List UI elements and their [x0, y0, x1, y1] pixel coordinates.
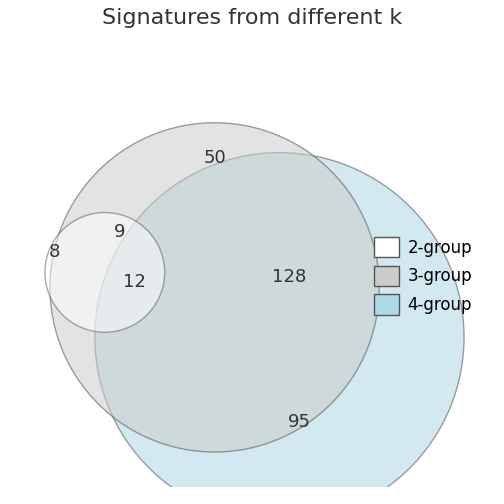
Text: 50: 50: [203, 149, 226, 167]
Text: 128: 128: [272, 269, 306, 286]
Text: 9: 9: [114, 223, 125, 241]
Circle shape: [45, 213, 165, 332]
Text: 12: 12: [123, 273, 146, 291]
Circle shape: [95, 153, 464, 504]
Text: 95: 95: [288, 413, 311, 431]
Legend: 2-group, 3-group, 4-group: 2-group, 3-group, 4-group: [366, 229, 481, 323]
Text: 8: 8: [49, 243, 60, 262]
Title: Signatures from different k: Signatures from different k: [102, 8, 402, 28]
Circle shape: [50, 123, 379, 452]
